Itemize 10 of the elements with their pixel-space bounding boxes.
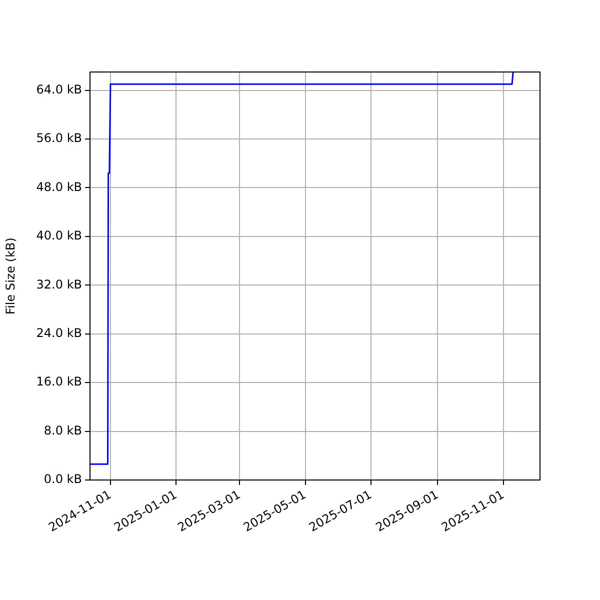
- y-tick-label: 56.0 kB: [36, 131, 82, 146]
- y-tick-label: 8.0 kB: [44, 423, 82, 438]
- y-tick-label: 24.0 kB: [36, 326, 82, 340]
- y-tick-label: 64.0 kB: [36, 82, 82, 96]
- y-tick-label: 40.0 kB: [36, 228, 82, 243]
- y-tick-label: 0.0 kB: [44, 472, 82, 486]
- y-tick-label: 32.0 kB: [36, 277, 82, 292]
- y-tick-label: 16.0 kB: [36, 374, 82, 389]
- y-tick-label: 48.0 kB: [36, 180, 82, 194]
- y-axis-title: File Size (kB): [3, 238, 18, 314]
